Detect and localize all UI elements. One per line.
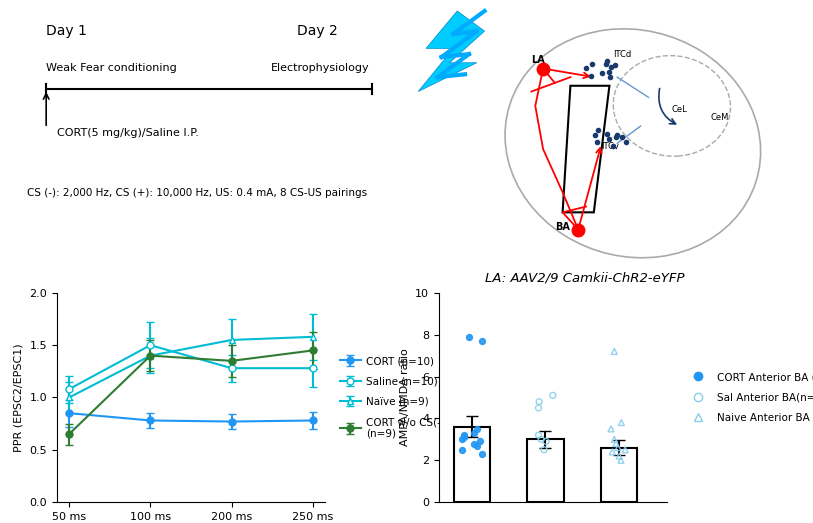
Point xyxy=(455,446,468,454)
Text: BA: BA xyxy=(554,222,570,232)
Bar xyxy=(454,427,490,502)
Bar xyxy=(601,448,637,502)
Bar xyxy=(527,439,564,502)
Y-axis label: AMPA/NMDA ratio: AMPA/NMDA ratio xyxy=(400,349,410,446)
Point xyxy=(476,337,489,345)
Text: LA: AAV2/9 Camkii-ChR2-eYFP: LA: AAV2/9 Camkii-ChR2-eYFP xyxy=(485,271,684,285)
Point xyxy=(619,446,632,454)
Point xyxy=(608,347,621,356)
Text: Weak Fear conditioning: Weak Fear conditioning xyxy=(46,63,177,73)
Point xyxy=(458,433,471,441)
Point xyxy=(458,431,471,439)
Text: ITCv: ITCv xyxy=(602,142,620,151)
Point xyxy=(610,439,623,448)
Point xyxy=(615,418,628,427)
Point xyxy=(611,444,624,452)
Point xyxy=(606,448,619,456)
Point xyxy=(467,429,480,437)
Text: LA: LA xyxy=(532,55,546,65)
Point xyxy=(546,391,559,400)
Point xyxy=(615,456,628,464)
Text: Day 1: Day 1 xyxy=(46,24,87,38)
Text: CORT(5 mg/kg)/Saline I.P.: CORT(5 mg/kg)/Saline I.P. xyxy=(58,128,199,138)
Point xyxy=(474,437,487,446)
Legend: CORT (n=10), Saline (n=10), Naïve (n=9), CORT w/o CS(-)
(n=9): CORT (n=10), Saline (n=10), Naïve (n=9),… xyxy=(336,352,449,443)
Point xyxy=(537,446,550,454)
Text: CS (-): 2,000 Hz, CS (+): 10,000 Hz, US: 0.4 mA, 8 CS-US pairings: CS (-): 2,000 Hz, CS (+): 10,000 Hz, US:… xyxy=(28,188,367,198)
Point xyxy=(463,333,476,341)
Text: Day 2: Day 2 xyxy=(297,24,337,38)
Y-axis label: PPR (EPSC2/EPSC1): PPR (EPSC2/EPSC1) xyxy=(14,343,24,452)
Text: CeM: CeM xyxy=(711,113,729,122)
Text: ITCd: ITCd xyxy=(613,50,632,59)
Text: CeL: CeL xyxy=(672,105,688,113)
Point xyxy=(608,435,621,444)
Point xyxy=(456,435,469,444)
Point xyxy=(532,431,545,439)
Legend: CORT Anterior BA (n=12), Sal Anterior BA(n=7), Naive Anterior BA (n=10): CORT Anterior BA (n=12), Sal Anterior BA… xyxy=(683,368,813,427)
Point xyxy=(532,404,545,412)
Point xyxy=(471,425,484,433)
Point xyxy=(535,435,548,444)
Point xyxy=(467,439,480,448)
Point xyxy=(533,397,546,406)
Text: Electrophysiology: Electrophysiology xyxy=(271,63,369,73)
Polygon shape xyxy=(418,11,485,92)
Point xyxy=(476,450,489,458)
Point xyxy=(540,437,553,446)
Point xyxy=(470,441,483,450)
Point xyxy=(605,425,618,433)
Point xyxy=(613,452,626,460)
